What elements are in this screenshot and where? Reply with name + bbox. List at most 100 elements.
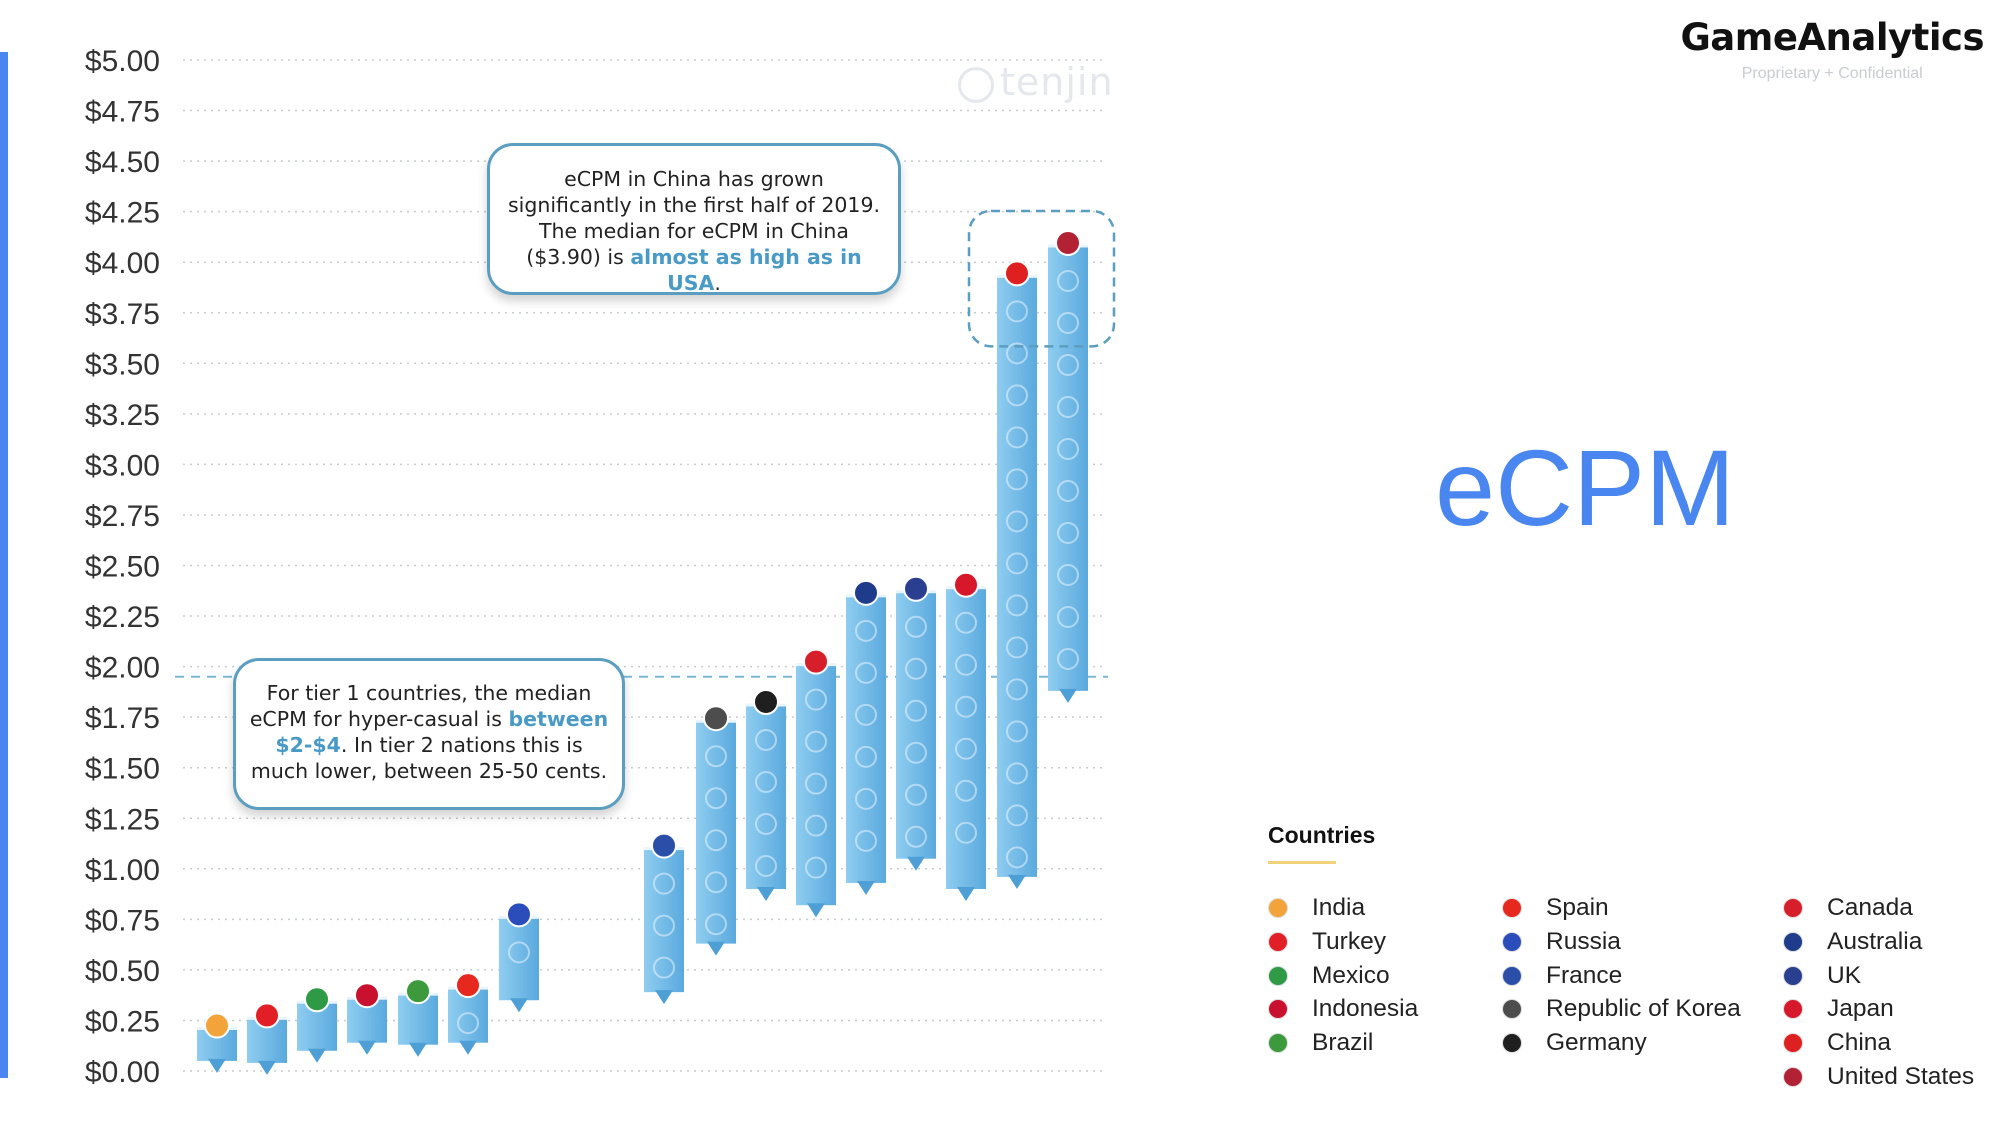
flag-icon [1783,898,1803,918]
china-callout: eCPM in China has grown significantly in… [487,143,901,295]
flag-marker [405,978,431,1005]
bar-brazil [398,978,438,1057]
flag-icon [1502,1033,1522,1054]
legend-item: Turkey [1268,927,1386,957]
legend-item: Republic of Korea [1502,994,1741,1024]
y-tick-label: $2.50 [85,551,160,584]
legend-item: Japan [1783,994,1894,1024]
tenjin-logo-icon [958,66,994,103]
bar-pattern [705,871,727,894]
bar-pattern [1006,678,1028,701]
bar-pattern [955,821,977,844]
bar-spain [448,972,488,1055]
legend-label: Spain [1546,894,1609,921]
flag-icon [1783,1033,1803,1054]
bar-pattern [955,611,977,634]
legend-item: UK [1783,961,1861,991]
bar-pattern [905,657,927,680]
watermark-text: tenjin [1000,60,1114,104]
bar-pattern [705,787,727,810]
bar-pattern [653,956,675,979]
y-tick-label: $4.00 [85,247,160,280]
legend-item: Canada [1783,893,1913,923]
bar-pattern [653,872,675,895]
bar-bottom-marker [957,887,975,902]
brand-tagline: Proprietary + Confidential [1741,65,1923,82]
bar-pattern [1057,564,1079,587]
flag-marker [853,579,879,606]
flag-marker [1055,230,1081,257]
bar-japan [946,571,986,902]
bar-pattern [805,814,827,837]
bar-china [997,260,1037,889]
legend-item: Australia [1783,927,1922,957]
legend-item: India [1268,893,1365,923]
bar-pattern [955,653,977,676]
flag-icon [1502,898,1522,918]
bar-pattern [1006,384,1028,407]
bar-pattern [905,825,927,848]
bar-turkey [247,1002,287,1075]
bar-pattern [805,730,827,753]
bar-bottom-marker [707,941,725,956]
legend-label: Turkey [1312,927,1386,955]
y-tick-label: $0.50 [85,955,160,988]
flag-icon [1783,1067,1803,1087]
legend-label: Japan [1827,995,1894,1023]
legend-label: Indonesia [1312,995,1419,1023]
y-tick-label: $3.75 [85,298,160,331]
tier-callout: For tier 1 countries, the median eCPM fo… [233,658,625,810]
y-tick-label: $4.25 [85,197,160,230]
bar-australia [846,579,886,895]
legend-item: China [1783,1028,1891,1058]
range-bar [1048,246,1088,691]
bar-pattern [1006,804,1028,827]
range-bar [846,595,886,883]
bar-united-states [1048,230,1088,703]
bar-pattern [1057,480,1079,503]
range-bar [796,664,836,906]
flag-marker [753,689,779,716]
legend-label: UK [1827,961,1862,989]
flag-icon [1502,999,1522,1020]
bar-pattern [805,772,827,795]
bar-india [197,1012,237,1073]
legend-label: United States [1827,1063,1975,1090]
legend-label: Canada [1827,894,1913,921]
bar-pattern [1006,426,1028,449]
highlight-box [967,209,1116,348]
bar-uk [896,575,936,871]
bar-pattern [1006,636,1028,659]
bar-pattern [457,1012,479,1035]
bar-pattern [1057,648,1079,671]
bar-pattern [508,941,530,964]
bar-pattern [705,829,727,852]
tier-callout-highlight-2: $2-$4 [275,733,341,757]
legend-label: Brazil [1312,1029,1374,1057]
bar-bottom-marker [1008,874,1026,889]
bar-bottom-marker [655,990,673,1005]
y-tick-label: $4.50 [85,146,160,179]
china-callout-line4-prefix: ($3.90) is [526,245,631,269]
bar-bottom-marker [308,1048,326,1063]
bar-mexico [297,986,337,1063]
legend-label: France [1546,961,1623,989]
flag-marker [803,648,829,675]
bar-bottom-marker [807,903,825,918]
flag-marker [651,832,677,859]
legend-item: United States [1783,1062,1974,1092]
bar-pattern [955,695,977,718]
bar-pattern [1057,354,1079,377]
china-callout-line4-suffix: . [714,271,721,295]
tier-callout-highlight-1: between [508,707,609,731]
bar-bottom-marker [757,887,775,902]
y-tick-label: $3.25 [85,399,160,432]
flag-icon [1268,1033,1288,1054]
bar-pattern [653,914,675,937]
y-tick-label: $2.25 [85,601,160,634]
bar-bottom-marker [258,1060,276,1075]
bar-pattern [855,787,877,810]
bar-pattern [705,745,727,768]
legend-underline [1268,861,1336,864]
bar-pattern [805,688,827,711]
